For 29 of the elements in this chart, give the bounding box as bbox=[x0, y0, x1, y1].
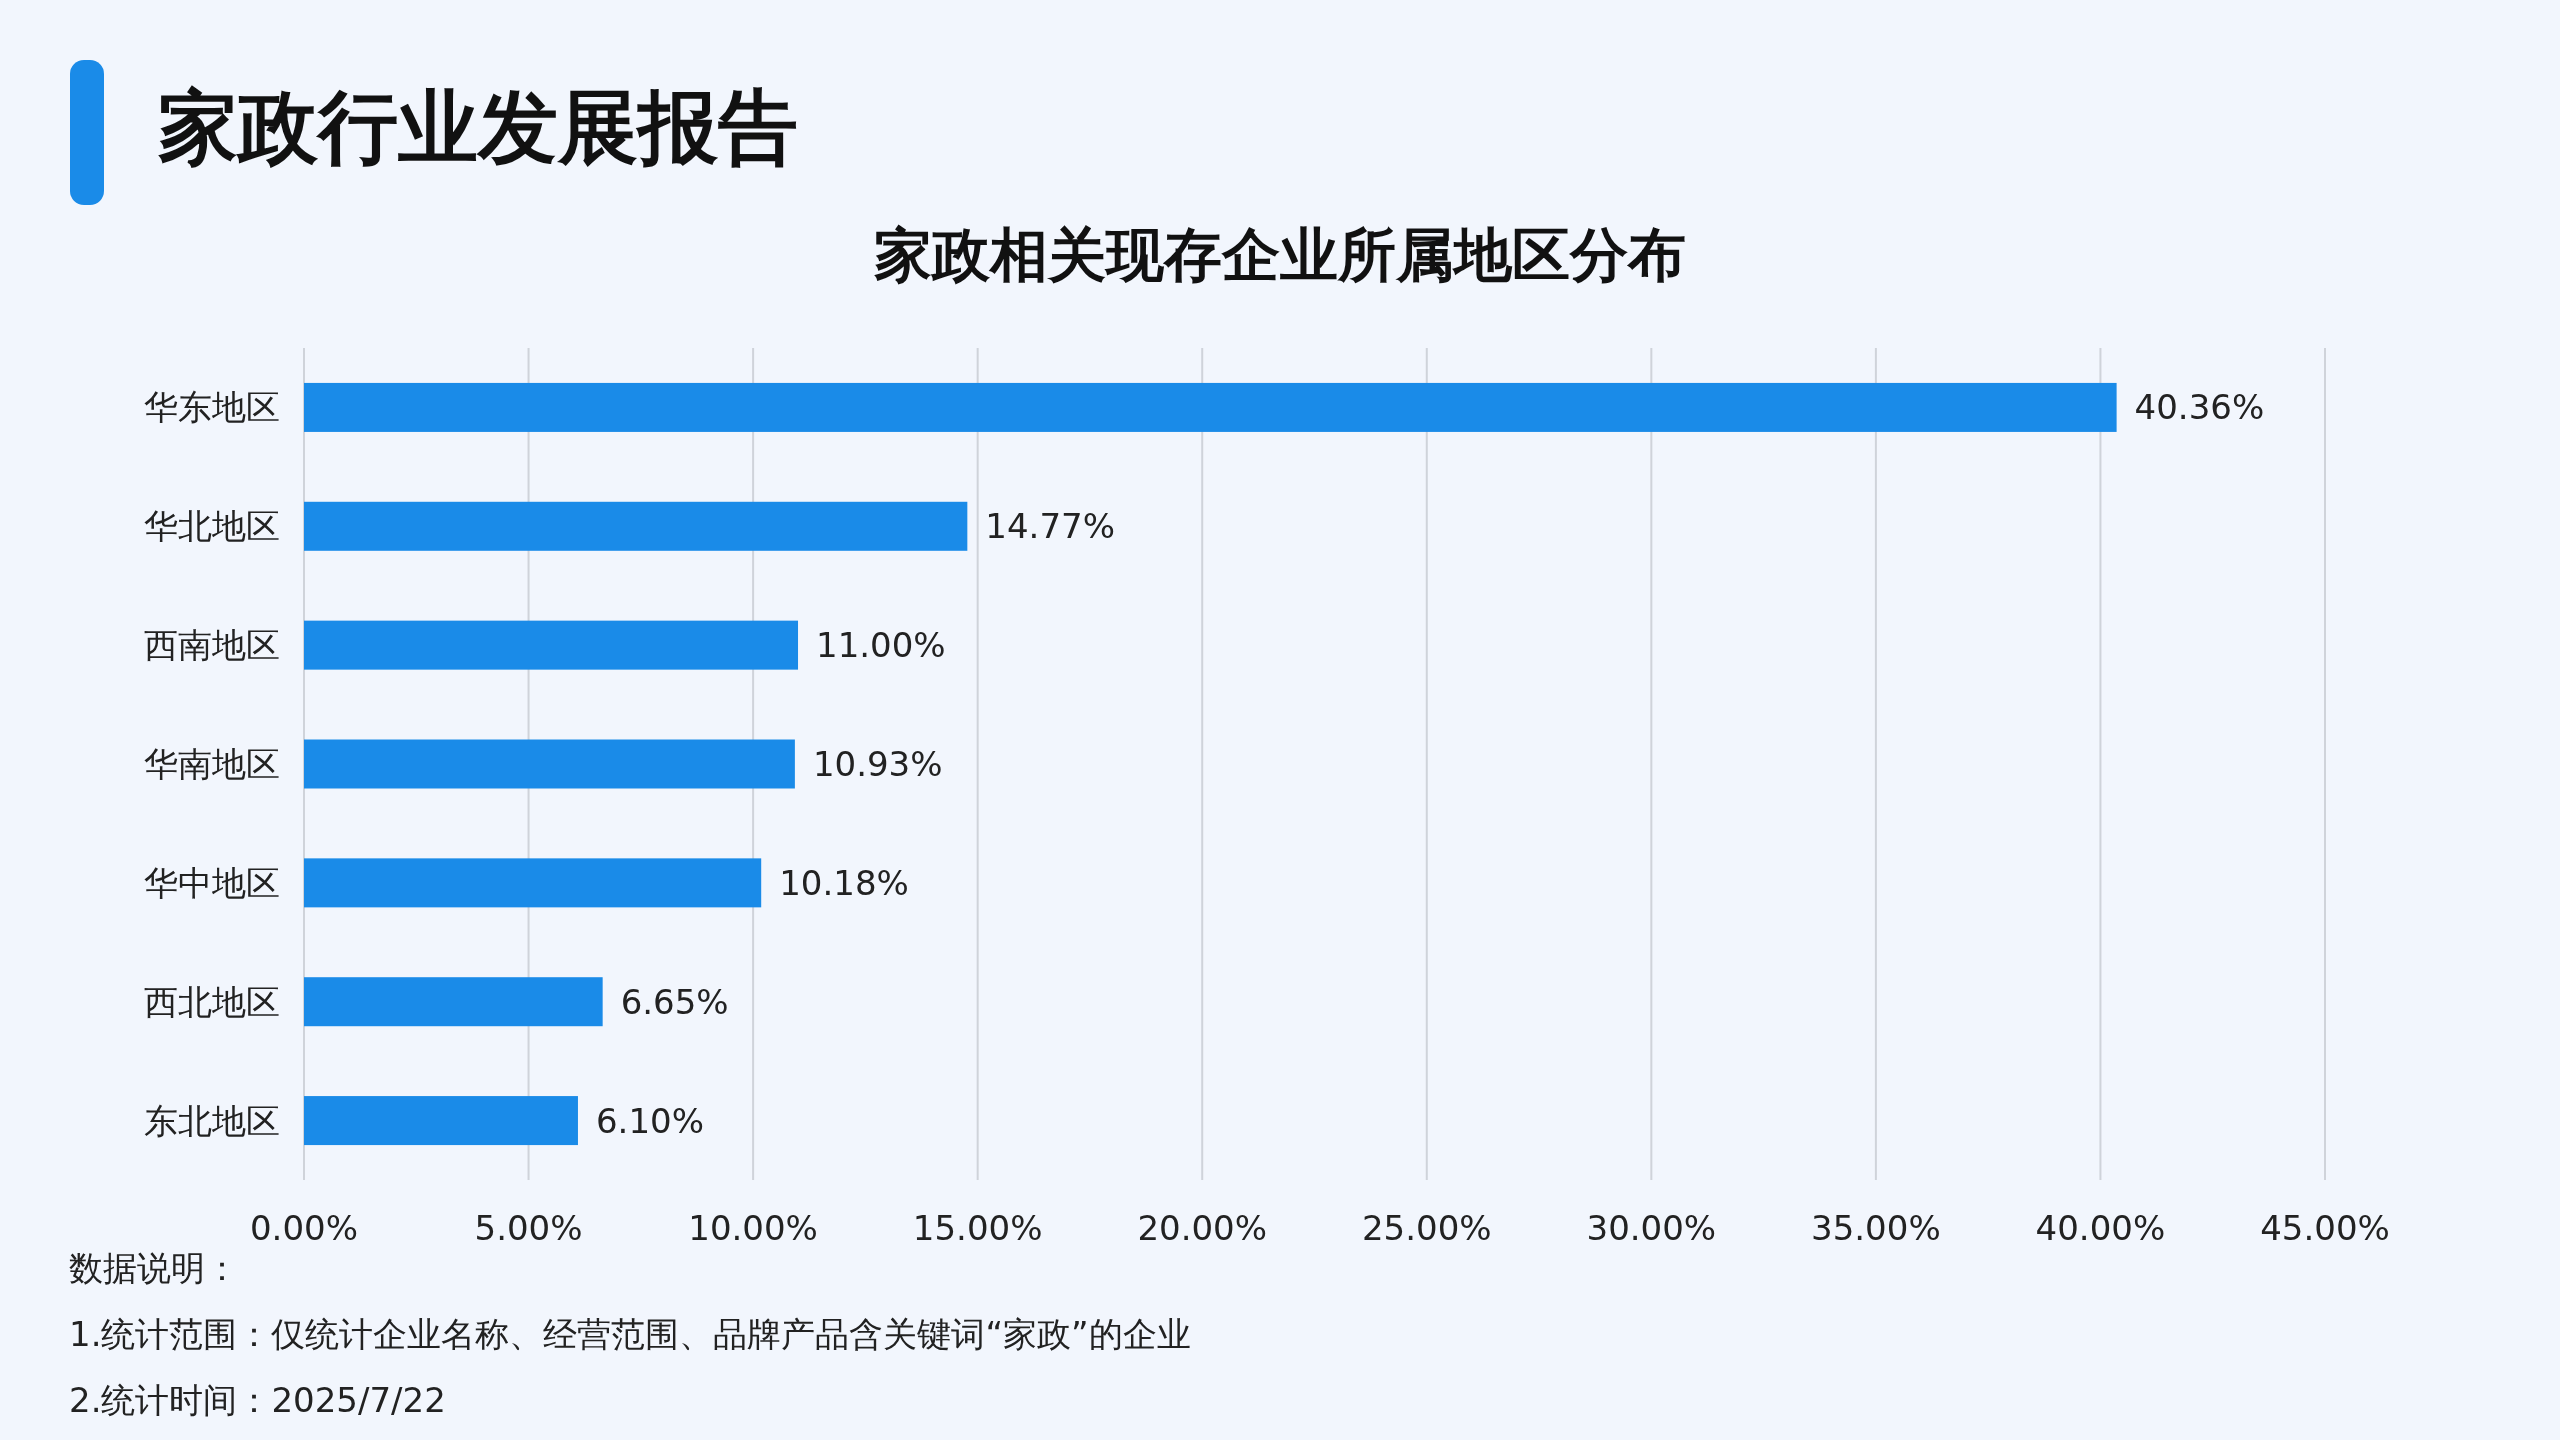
y-tick-label: 东北地区 bbox=[144, 1100, 280, 1141]
chart-subtitle: 家政相关现存企业所属地区分布 bbox=[874, 221, 1686, 289]
data-label: 10.18% bbox=[779, 862, 909, 903]
data-label: 40.36% bbox=[2134, 387, 2265, 428]
y-tick-label: 华东地区 bbox=[144, 387, 280, 428]
x-tick-label: 10.00% bbox=[688, 1208, 818, 1248]
x-tick-label: 30.00% bbox=[1586, 1208, 1717, 1248]
x-tick-label: 0.00% bbox=[249, 1208, 359, 1248]
data-label: 14.77% bbox=[985, 506, 1115, 547]
data-label: 6.10% bbox=[595, 1100, 704, 1141]
x-tick-label: 45.00% bbox=[2260, 1208, 2390, 1248]
text: 1.统计范围：仅统计企业名称、经营范围、品牌产品含关键词“家政”的企业 bbox=[69, 1314, 1191, 1354]
y-tick-label: 华南地区 bbox=[144, 744, 280, 784]
x-tick-label: 40.00% bbox=[2035, 1208, 2166, 1248]
data-label: 11.00% bbox=[816, 625, 946, 666]
y-tick-label: 西北地区 bbox=[144, 981, 280, 1022]
x-tick-label: 20.00% bbox=[1137, 1208, 1268, 1248]
y-tick-label: 西南地区 bbox=[144, 625, 280, 666]
text: 2.统计时间：2025/7/22 bbox=[69, 1380, 446, 1420]
data-label: 10.93% bbox=[812, 744, 943, 784]
text: 数据说明： bbox=[69, 1248, 239, 1288]
x-tick-label: 15.00% bbox=[912, 1208, 1043, 1248]
y-tick-label: 华中地区 bbox=[144, 862, 280, 903]
data-label: 6.65% bbox=[620, 981, 729, 1022]
x-tick-label: 5.00% bbox=[474, 1208, 583, 1248]
y-tick-label: 华北地区 bbox=[144, 506, 280, 547]
chart-title: 家政行业发展报告 bbox=[158, 81, 798, 174]
x-tick-label: 35.00% bbox=[1811, 1208, 1941, 1248]
x-tick-label: 25.00% bbox=[1361, 1208, 1492, 1248]
